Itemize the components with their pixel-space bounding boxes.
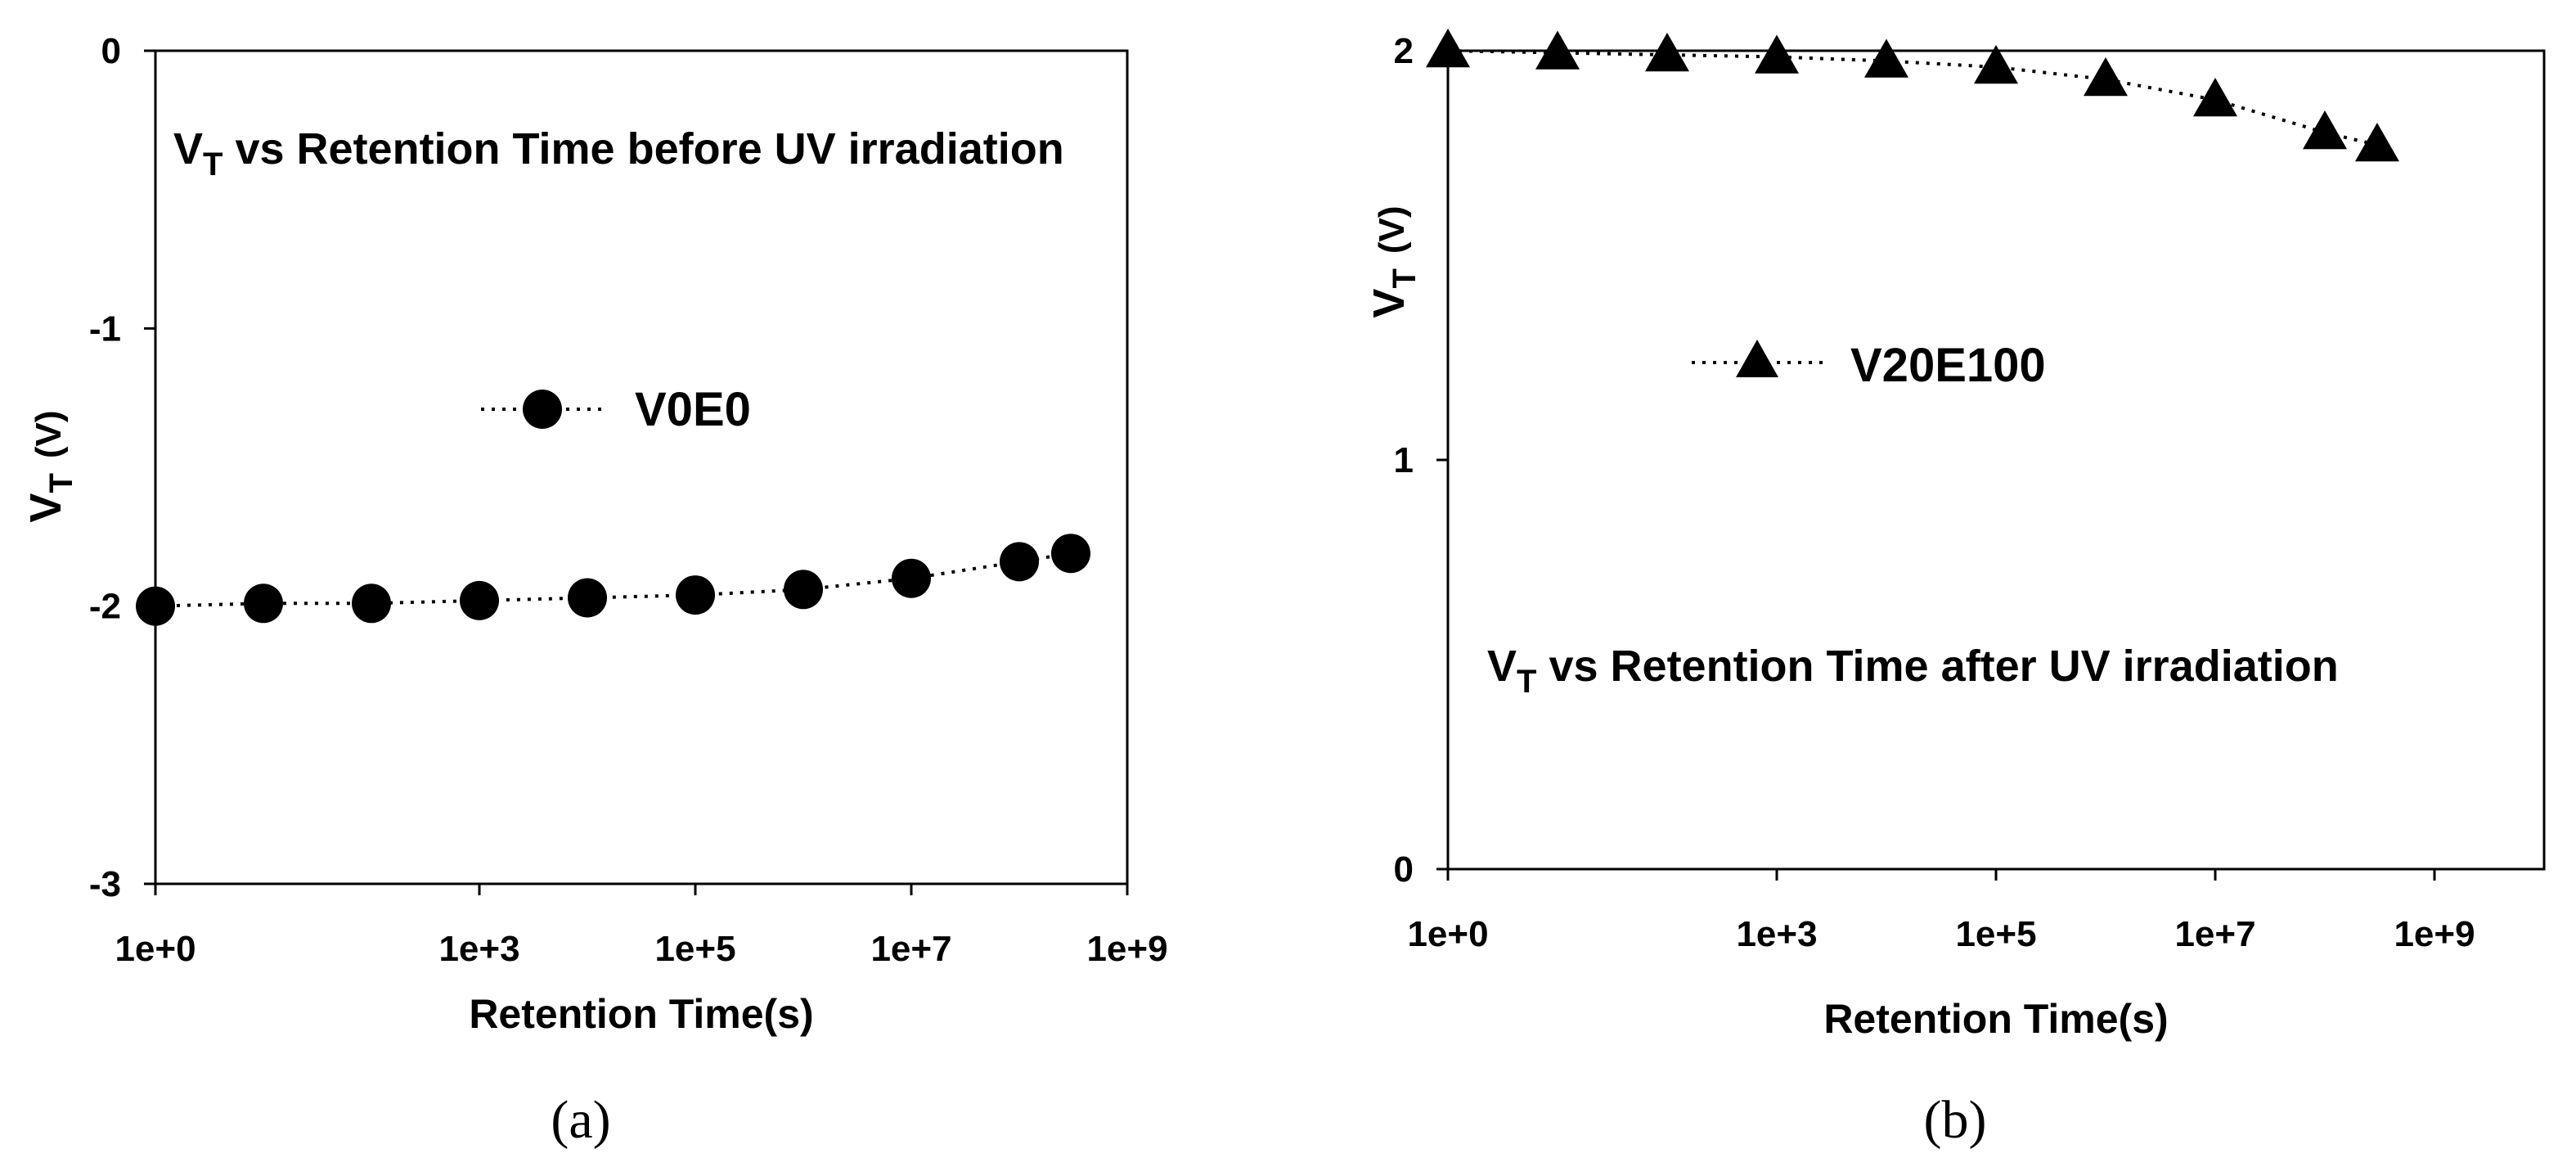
legend-marker-v20e100	[1736, 340, 1778, 377]
chart-title-a-main: V	[173, 124, 203, 173]
data-point-v0e0	[568, 578, 607, 618]
y-axis-label-a-main: V	[21, 493, 70, 523]
data-point-v20e100	[1755, 34, 1799, 74]
series-markers-v20e100	[1426, 29, 2399, 162]
x-tick-label-b: 1e+0	[1407, 914, 1488, 954]
series-line-v20e100	[1447, 49, 2378, 146]
data-point-v20e100	[2084, 57, 2128, 97]
legend-label-v0e0: V0E0	[635, 383, 751, 436]
x-axis-b: 1e+0 1e+3 1e+5 1e+7 1e+9	[1407, 869, 2475, 954]
x-tick-label-b: 1e+3	[1736, 914, 1817, 954]
y-axis-label-b-main: V	[1364, 289, 1414, 318]
data-point-v20e100	[1426, 29, 1470, 68]
x-tick-label-a: 1e+0	[115, 929, 196, 969]
data-point-v20e100	[2354, 123, 2399, 162]
chart-title-a-sub: T	[203, 146, 223, 182]
x-tick-label-b: 1e+9	[2394, 914, 2475, 954]
x-tick-label-b: 1e+5	[1955, 914, 2036, 954]
x-axis-label-a: Retention Time(s)	[469, 991, 813, 1037]
chart-title-b-main: V	[1487, 642, 1517, 691]
data-point-v0e0	[784, 570, 823, 610]
y-tick-label-b: 2	[1394, 31, 1414, 71]
data-point-v0e0	[244, 584, 283, 624]
data-point-v20e100	[1974, 45, 2018, 84]
y-axis-label-a: VT (V)	[21, 410, 79, 522]
data-point-v20e100	[1864, 38, 1908, 78]
x-tick-label-a: 1e+7	[870, 929, 951, 969]
y-axis-label-a-unit: (V)	[29, 410, 69, 458]
series-markers-v0e0	[136, 534, 1090, 626]
x-axis-a: 1e+0 1e+3 1e+5 1e+7 1e+9	[115, 884, 1168, 969]
y-axis-b: 2 1 0	[1394, 31, 1448, 890]
legend-label-v20e100: V20E100	[1850, 339, 2046, 392]
data-point-v20e100	[1535, 30, 1580, 70]
chart-title-a: VT vs Retention Time before UV irradiati…	[173, 124, 1064, 182]
y-tick-label-a: -1	[89, 309, 121, 349]
chart-title-a-rest: vs Retention Time before UV irradiation	[223, 124, 1063, 173]
chart-panel-a: 0-1-2-3 1e+0 1e+3 1e+5 1e+7 1e+9 VT vs Reten…	[21, 31, 1168, 1150]
plot-frame-b	[1446, 49, 2546, 871]
x-tick-label-a: 1e+3	[438, 929, 519, 969]
y-axis-label-a-sub: T	[43, 473, 79, 493]
data-point-v0e0	[136, 586, 175, 626]
panel-caption-b: (b)	[1924, 1090, 1987, 1150]
legend-marker-v0e0	[523, 390, 562, 429]
data-point-v20e100	[2193, 78, 2237, 117]
x-tick-label-a: 1e+9	[1086, 929, 1167, 969]
data-point-v20e100	[2303, 110, 2347, 150]
data-point-v0e0	[352, 584, 391, 624]
data-point-v0e0	[1000, 542, 1039, 582]
x-tick-label-b: 1e+7	[2174, 914, 2255, 954]
y-tick-label-a: -3	[89, 864, 121, 904]
chart-title-b-sub: T	[1517, 664, 1536, 700]
plot-frame-a	[154, 49, 1129, 885]
chart-title-b-rest: vs Retention Time after UV irradiation	[1536, 642, 2338, 691]
x-tick-label-a: 1e+5	[654, 929, 735, 969]
data-point-v0e0	[1050, 534, 1090, 574]
legend-a: V0E0	[481, 383, 751, 436]
y-tick-label-b: 1	[1394, 440, 1414, 480]
chart-title-b: VT vs Retention Time after UV irradiatio…	[1487, 642, 2339, 700]
data-point-v0e0	[460, 580, 499, 620]
y-axis-label-b-sub: T	[1387, 268, 1423, 288]
y-axis-label-b: VT (V)	[1364, 205, 1423, 318]
x-axis-label-b: Retention Time(s)	[1823, 996, 2168, 1042]
chart-panel-b: 210 1e+0 1e+3 1e+5 1e+7 1e+9 VT vs Retention…	[1364, 29, 2546, 1150]
y-axis-label-b-unit: (V)	[1372, 205, 1412, 254]
y-tick-label-a: 0	[101, 31, 121, 71]
data-point-v20e100	[1645, 33, 1689, 72]
y-axis-a: 0 -1 -2 -3	[89, 31, 155, 904]
panel-caption-a: (a)	[551, 1090, 610, 1150]
legend-b: V20E100	[1692, 339, 2046, 392]
y-tick-label-a: -2	[89, 587, 121, 627]
series-line-v0e0	[155, 552, 1072, 608]
data-point-v0e0	[676, 575, 715, 615]
y-tick-label-b: 0	[1394, 849, 1414, 890]
data-point-v0e0	[892, 558, 931, 598]
